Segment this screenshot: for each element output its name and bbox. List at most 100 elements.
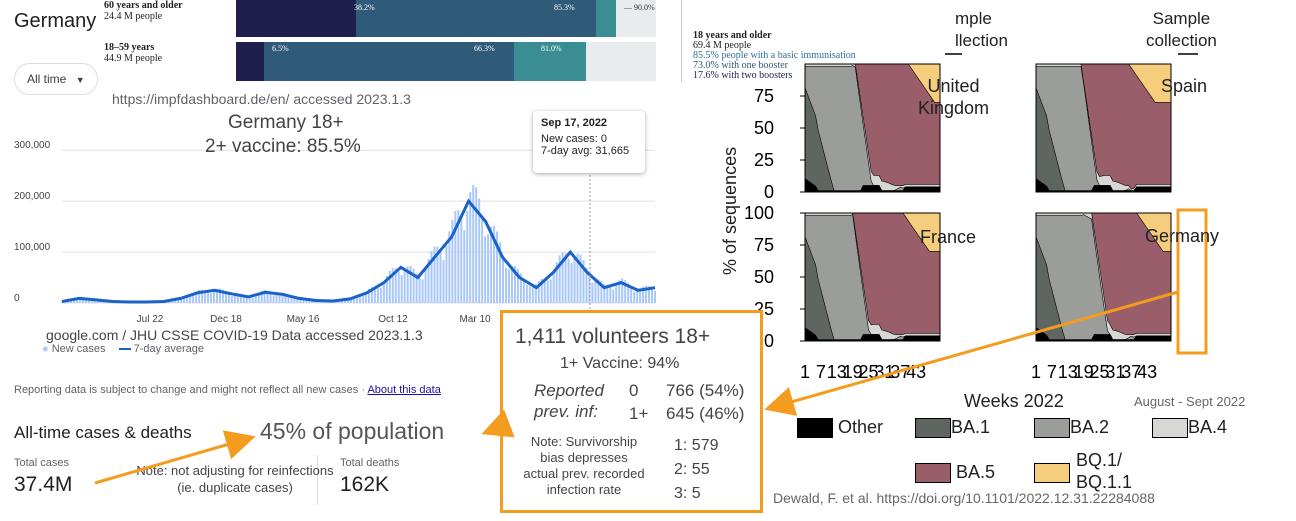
new-cases-bar bbox=[630, 287, 633, 303]
legend-ba5: BA.5 bbox=[915, 462, 995, 484]
new-cases-bar bbox=[251, 297, 254, 303]
new-cases-bar bbox=[519, 273, 522, 303]
total-cases-label: Total cases bbox=[14, 457, 70, 469]
new-cases-bar bbox=[606, 284, 609, 303]
new-cases-bar bbox=[543, 278, 546, 303]
legend-ba1-label: BA.1 bbox=[951, 417, 991, 437]
new-cases-bar bbox=[534, 284, 537, 303]
new-cases-bar bbox=[537, 281, 540, 303]
new-cases-bar bbox=[576, 253, 579, 303]
new-cases-bar bbox=[364, 291, 367, 303]
cases-y-tick: 100,000 bbox=[14, 242, 51, 253]
vaccination-panel: 38.2% 85.3% — 90.0% 6.5% 66.3% 81.0% bbox=[236, 0, 680, 82]
legend-ba4: BA.4 bbox=[1152, 417, 1228, 439]
note-line-1: Note: Survivorship bbox=[530, 434, 638, 449]
new-cases-bar bbox=[624, 280, 627, 303]
new-cases-bar bbox=[490, 226, 493, 303]
new-cases-bar bbox=[394, 268, 397, 303]
chart-source: google.com / JHU CSSE COVID-19 Data acce… bbox=[46, 327, 423, 343]
new-cases-bar bbox=[215, 288, 218, 303]
new-cases-bar bbox=[388, 270, 391, 303]
breakdown-2: 2: 55 bbox=[674, 461, 710, 478]
cases-y-tick: 0 bbox=[14, 293, 20, 304]
period-note: August - Sept 2022 bbox=[1134, 394, 1246, 409]
note-line-2: bias depresses bbox=[540, 450, 628, 465]
new-cases-bar bbox=[177, 297, 180, 303]
legend-average: 7-day average bbox=[133, 343, 204, 355]
variant-panel-frame bbox=[1035, 63, 1172, 193]
new-cases-bar bbox=[621, 278, 624, 303]
new-cases-bar bbox=[257, 292, 260, 303]
variant-area-other bbox=[1035, 178, 1172, 193]
reinfection-note: Note: not adjusting for reinfections (ie… bbox=[136, 463, 334, 495]
new-cases-bar bbox=[603, 284, 606, 303]
x-axis-label: Weeks 2022 bbox=[964, 391, 1064, 411]
new-cases-bar bbox=[209, 293, 212, 303]
new-cases-bar bbox=[78, 298, 81, 303]
about-data-link[interactable]: About this data bbox=[367, 384, 441, 396]
variant-area-other bbox=[804, 178, 941, 193]
new-cases-bar bbox=[540, 278, 543, 303]
new-cases-bar bbox=[186, 296, 189, 303]
new-cases-bar bbox=[180, 297, 183, 303]
time-filter-value: All time bbox=[27, 72, 67, 86]
new-cases-bar bbox=[299, 298, 302, 303]
new-cases-bar bbox=[579, 254, 582, 303]
vacc-bar-60plus bbox=[236, 0, 656, 37]
new-cases-bar bbox=[263, 289, 266, 303]
citation: Dewald, F. et al. https://doi.org/10.110… bbox=[773, 490, 1155, 506]
summary-one-booster: 73.0% with one booster bbox=[693, 60, 788, 71]
swatch-ba4 bbox=[1152, 418, 1188, 439]
new-cases-bar bbox=[445, 245, 448, 303]
sample-label-1: Sample bbox=[1152, 9, 1211, 28]
sample-label-2: collection bbox=[1146, 31, 1217, 50]
chart-tooltip: Sep 17, 2022 New cases: 0 7-day avg: 31,… bbox=[533, 111, 645, 173]
new-cases-bar bbox=[266, 290, 269, 303]
sample-label: Sample collection bbox=[1146, 8, 1217, 52]
infection-breakdown: 1: 579 2: 55 3: 5 bbox=[674, 434, 718, 506]
new-cases-bar bbox=[403, 269, 406, 303]
new-cases-bar bbox=[531, 284, 534, 303]
vacc-bar-18-59 bbox=[236, 42, 656, 81]
swatch-ba5 bbox=[915, 463, 951, 484]
swatch-ba2 bbox=[1034, 418, 1070, 439]
panel-uk-2: Kingdom bbox=[918, 98, 990, 118]
alltime-title: All-time cases & deaths bbox=[14, 423, 192, 442]
new-cases-bar bbox=[448, 231, 451, 303]
volunteers-title: 1,411 volunteers 18+ bbox=[515, 325, 711, 348]
new-cases-bar bbox=[555, 262, 558, 303]
time-filter-dropdown[interactable]: All time ▼ bbox=[14, 63, 98, 95]
new-cases-bar bbox=[642, 286, 645, 303]
note-line-4: infection rate bbox=[546, 482, 622, 497]
new-cases-bar bbox=[609, 286, 612, 303]
new-cases-bar bbox=[469, 191, 472, 303]
legend-bq1-line2: BQ.1.1 bbox=[1076, 472, 1133, 492]
new-cases-bar bbox=[183, 296, 186, 303]
panel-uk-1: United bbox=[927, 76, 980, 96]
new-cases-bar bbox=[424, 269, 427, 303]
bar1-label-1: 38.2% bbox=[354, 3, 375, 12]
total-deaths-value: 162K bbox=[340, 473, 390, 496]
new-cases-bar bbox=[552, 270, 555, 303]
new-cases-bar bbox=[513, 265, 516, 303]
variant-y-tick: 75 bbox=[754, 86, 774, 106]
new-cases-dot-icon: ● bbox=[42, 343, 49, 355]
new-cases-bar bbox=[600, 280, 603, 303]
new-cases-bar bbox=[293, 298, 296, 303]
bar2-label-3: 81.0% bbox=[541, 44, 562, 53]
new-cases-bar bbox=[201, 289, 204, 303]
new-cases-bar bbox=[192, 294, 195, 303]
variant-x-tick: 43 bbox=[1137, 362, 1157, 382]
variant-y-tick: 50 bbox=[754, 118, 774, 138]
new-cases-bar bbox=[84, 299, 87, 303]
new-cases-bar bbox=[382, 282, 385, 303]
new-cases-bar bbox=[475, 187, 478, 303]
legend-ba4-label: BA.4 bbox=[1188, 417, 1228, 437]
new-cases-bar bbox=[525, 284, 528, 303]
new-cases-bar bbox=[645, 285, 648, 303]
group-60plus: 60 years and older 24.4 M people bbox=[104, 0, 183, 22]
variant-y-tick: 0 bbox=[764, 331, 774, 351]
legend-ba2-label: BA.2 bbox=[1070, 417, 1110, 437]
new-cases-bar bbox=[278, 292, 281, 303]
new-cases-bar bbox=[284, 293, 287, 303]
